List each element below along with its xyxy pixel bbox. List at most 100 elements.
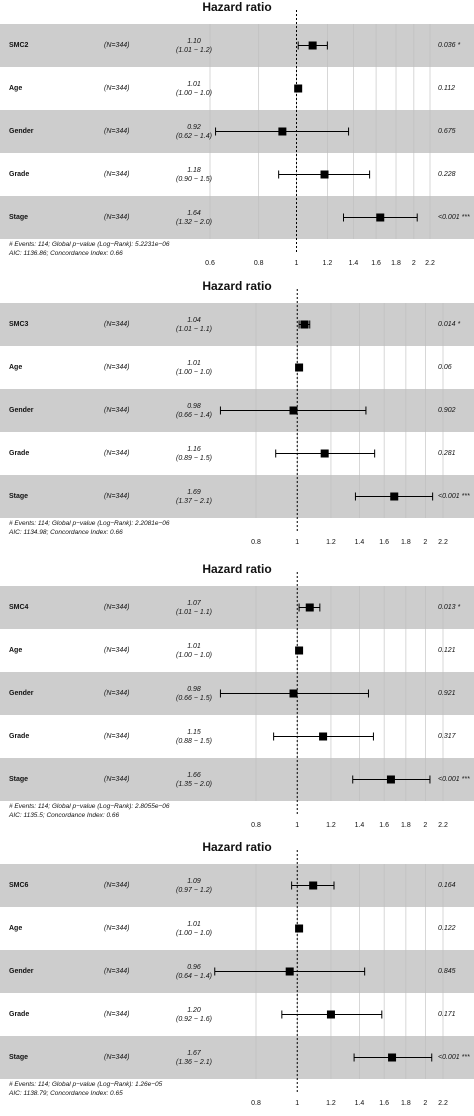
x-tick-label: 2.2 — [438, 539, 448, 546]
forest-panel: Hazard ratio SMC6 (N=344) 1.09 (0.97 − 1.2) 0… — [0, 840, 474, 1116]
x-tick-label: 1.2 — [326, 539, 336, 546]
hr-text: 1.01 (1.00 − 1.0) — [174, 642, 214, 660]
variable-label: Stage — [9, 776, 29, 783]
hr-value: 0.92 — [187, 123, 201, 131]
row-stripe — [0, 24, 474, 67]
ci-text: (0.88 − 1.5) — [176, 737, 212, 745]
variable-label: SMC2 — [9, 42, 29, 49]
forest-plot-svg — [0, 289, 474, 532]
variable-label: Stage — [9, 493, 29, 500]
chart-title: Hazard ratio — [202, 279, 272, 293]
hr-point — [320, 170, 329, 179]
hr-point — [295, 646, 304, 655]
p-value: 0.164 — [438, 882, 456, 889]
footnote: AIC: 1138.79; Concordance Index: 0.65 — [9, 1090, 123, 1097]
hr-point — [388, 1053, 397, 1062]
x-tick-label: 0.8 — [251, 1100, 261, 1107]
ci-text: (1.01 − 1.1) — [176, 325, 212, 333]
n-label: (N=344) — [104, 171, 130, 178]
hr-value: 1.15 — [187, 728, 201, 736]
x-tick-label: 1.8 — [401, 822, 411, 829]
hr-point — [295, 363, 304, 372]
n-label: (N=344) — [104, 42, 130, 49]
footnote: AIC: 1136.86; Concordance Index: 0.66 — [9, 250, 123, 257]
ci-text: (1.35 − 2.0) — [176, 780, 212, 788]
forest-panel: Hazard ratio SMC2 (N=344) 1.10 (1.01 − 1.2) 0… — [0, 0, 474, 276]
x-tick-label: 2.2 — [438, 822, 448, 829]
row-stripe — [0, 346, 474, 389]
hr-text: 1.01 (1.00 − 1.0) — [174, 359, 214, 377]
x-tick-label: 2.2 — [425, 260, 435, 267]
row-stripe — [0, 67, 474, 110]
row-stripe — [0, 303, 474, 346]
chart-title: Hazard ratio — [202, 840, 272, 854]
hr-point — [386, 775, 395, 784]
p-value: 0.317 — [438, 733, 456, 740]
chart-title: Hazard ratio — [202, 562, 272, 576]
hr-value: 0.96 — [187, 963, 201, 971]
p-value: 0.06 — [438, 364, 452, 371]
x-tick-label: 1.4 — [348, 260, 359, 267]
x-tick-label: 0.8 — [251, 822, 261, 829]
hr-point — [390, 492, 399, 501]
hr-point — [295, 924, 304, 933]
variable-label: SMC4 — [9, 604, 29, 611]
variable-label: Stage — [9, 214, 29, 221]
hr-text: 0.92 (0.62 − 1.4) — [174, 123, 214, 141]
x-tick-label: 2 — [423, 822, 428, 829]
p-value: <0.001 *** — [438, 214, 470, 221]
variable-label: Age — [9, 364, 23, 371]
n-label: (N=344) — [104, 85, 130, 92]
hr-point — [278, 127, 287, 136]
forest-panel: Hazard ratio SMC3 (N=344) 1.04 (1.01 − 1.1) 0… — [0, 279, 474, 555]
p-value: 0.013 * — [438, 604, 461, 611]
footnote: # Events: 114; Global p−value (Log−Rank)… — [9, 1081, 163, 1088]
forest-plot-svg — [0, 10, 474, 253]
ci-text: (1.00 − 1.0) — [176, 368, 212, 376]
x-tick-label: 1.6 — [379, 822, 389, 829]
n-label: (N=344) — [104, 776, 130, 783]
x-tick-label: 1.6 — [379, 539, 389, 546]
x-tick-label: 1.4 — [354, 822, 365, 829]
hr-value: 1.66 — [187, 771, 201, 779]
hr-text: 1.69 (1.37 − 2.1) — [174, 488, 214, 506]
row-stripe — [0, 586, 474, 629]
p-value: 0.121 — [438, 647, 456, 654]
variable-label: Grade — [9, 1011, 30, 1018]
row-stripe — [0, 432, 474, 475]
row-stripe — [0, 907, 474, 950]
hr-point — [289, 689, 298, 698]
ci-text: (1.36 − 2.1) — [176, 1058, 212, 1066]
row-stripe — [0, 153, 474, 196]
row-stripe — [0, 629, 474, 672]
ci-text: (0.89 − 1.5) — [176, 454, 212, 462]
n-label: (N=344) — [104, 493, 130, 500]
hr-value: 1.01 — [187, 359, 201, 367]
ci-text: (0.97 − 1.2) — [176, 886, 212, 894]
p-value: 0.036 * — [438, 42, 461, 49]
n-label: (N=344) — [104, 604, 130, 611]
x-tick-label: 0.8 — [251, 539, 261, 546]
variable-label: Grade — [9, 171, 30, 178]
hr-value: 1.01 — [187, 80, 201, 88]
x-tick-label: 1.6 — [379, 1100, 389, 1107]
ci-text: (0.64 − 1.4) — [176, 972, 212, 980]
footnote: # Events: 114; Global p−value (Log−Rank)… — [9, 241, 170, 248]
x-tick-label: 0.8 — [253, 260, 264, 267]
x-tick-label: 0.6 — [205, 260, 215, 267]
hr-text: 1.18 (0.90 − 1.5) — [174, 166, 214, 184]
footnote: AIC: 1135.5; Concordance Index: 0.66 — [9, 812, 120, 819]
hr-point — [294, 84, 303, 93]
p-value: 0.014 * — [438, 321, 461, 328]
p-value: 0.122 — [438, 925, 456, 932]
hr-text: 1.07 (1.01 − 1.1) — [174, 599, 214, 617]
variable-label: Gender — [9, 128, 34, 135]
ci-text: (1.00 − 1.0) — [176, 89, 212, 97]
hr-text: 1.16 (0.89 − 1.5) — [174, 445, 214, 463]
ci-text: (1.01 − 1.2) — [176, 46, 212, 54]
variable-label: Grade — [9, 733, 30, 740]
hr-text: 0.98 (0.66 − 1.5) — [174, 685, 214, 703]
n-label: (N=344) — [104, 407, 130, 414]
hr-text: 1.01 (1.00 − 1.0) — [174, 920, 214, 938]
hr-value: 1.01 — [187, 920, 201, 928]
